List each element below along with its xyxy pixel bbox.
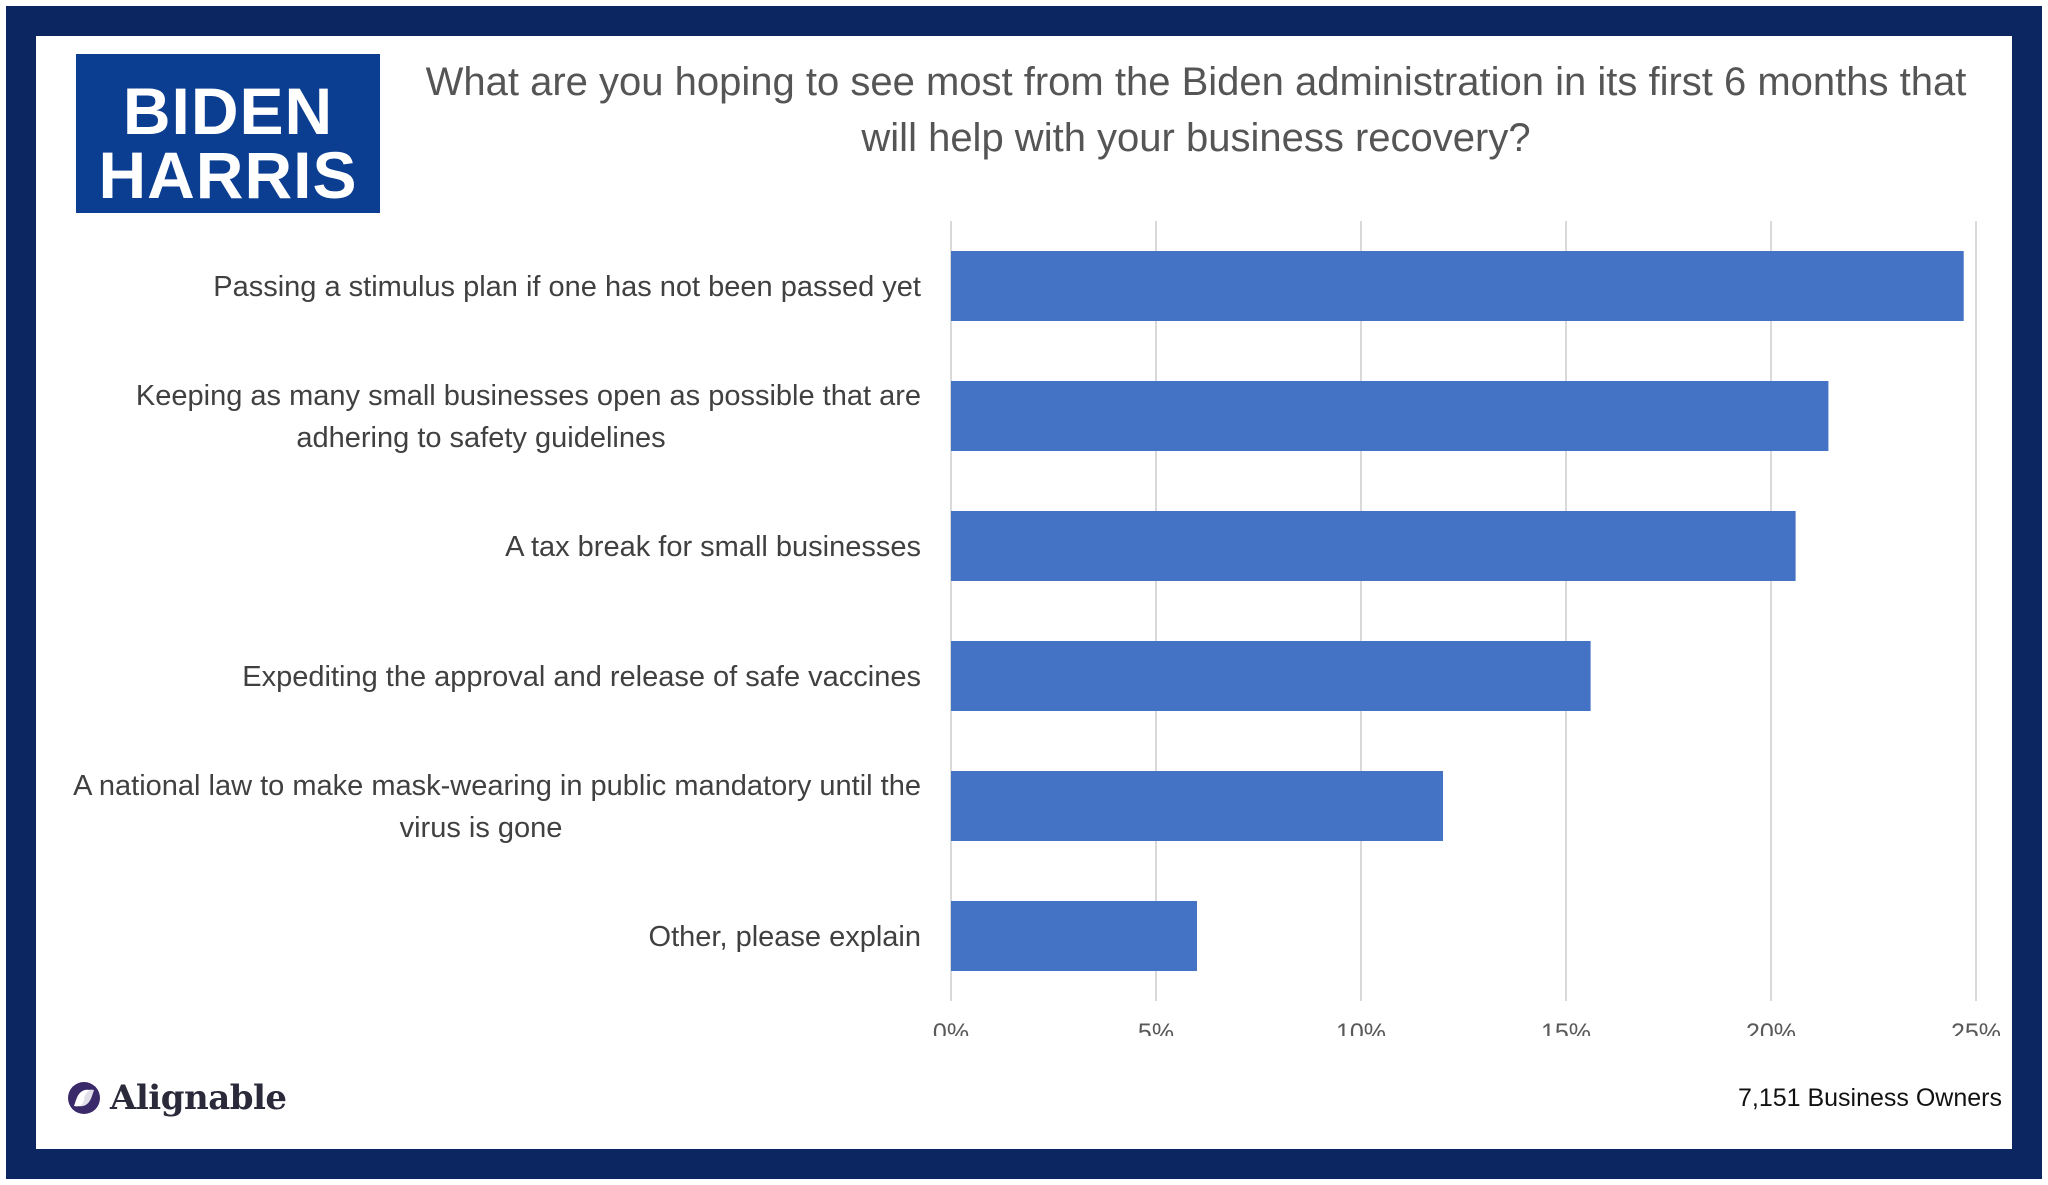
chart-card: BIDEN HARRIS What are you hoping to see … — [36, 36, 2012, 1149]
chart-title: What are you hoping to see most from the… — [425, 60, 1967, 160]
category-label: Keeping as many small businesses open as… — [136, 380, 921, 454]
page-frame: BIDEN HARRIS What are you hoping to see … — [6, 6, 2042, 1179]
x-tick-label: 0% — [933, 1019, 969, 1036]
x-tick-label: 10% — [1336, 1019, 1386, 1036]
x-tick-label: 25% — [1951, 1019, 2001, 1036]
bar — [951, 901, 1197, 971]
bar — [951, 511, 1796, 581]
x-tick-label: 20% — [1746, 1019, 1796, 1036]
logo-line-2: HARRIS — [98, 138, 358, 212]
category-label: Expediting the approval and release of s… — [242, 661, 921, 693]
category-label: Passing a stimulus plan if one has not b… — [213, 271, 921, 303]
bar — [951, 771, 1443, 841]
bar-chart: 0% 5% 10% 15% 20% 25% Passing a stimulus plan … — [73, 221, 2001, 1036]
bar — [951, 641, 1591, 711]
x-tick-label: 15% — [1541, 1019, 1591, 1036]
x-tick-label: 5% — [1138, 1019, 1174, 1036]
alignable-wordmark: Alignable — [110, 1078, 287, 1118]
category-label: A tax break for small businesses — [505, 531, 921, 563]
sample-size-note: 7,151 Business Owners — [1737, 1084, 2002, 1112]
alignable-brand: Alignable — [66, 1076, 287, 1120]
bar — [951, 381, 1829, 451]
alignable-logo-icon — [68, 1082, 100, 1114]
logo-line-1: BIDEN — [122, 74, 334, 148]
biden-harris-logo: BIDEN HARRIS — [76, 54, 380, 213]
bar — [951, 251, 1964, 321]
category-label: A national law to make mask-wearing in p… — [73, 770, 921, 844]
category-label: Other, please explain — [649, 921, 921, 953]
